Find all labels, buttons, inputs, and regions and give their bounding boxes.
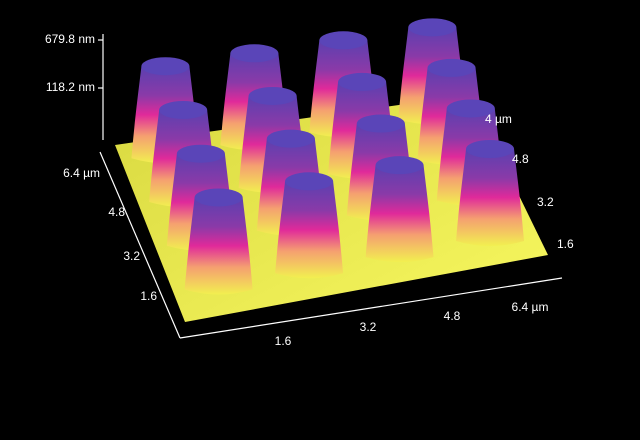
- axes: [98, 34, 563, 339]
- pillar-top: [176, 144, 225, 163]
- pillar-top: [159, 100, 208, 119]
- left-axis-label: 3.2: [123, 249, 140, 263]
- left-axis-label: 6.4 µm: [63, 166, 100, 180]
- bottom-axis-label: 3.2: [360, 320, 377, 334]
- pillar-top: [408, 18, 457, 37]
- pillar-top: [194, 188, 243, 207]
- pillar-top: [466, 140, 515, 159]
- pillar-top: [427, 58, 476, 77]
- bottom-axis-label: 4.8: [444, 309, 461, 323]
- left-axis-line: [99, 151, 181, 339]
- bottom-axis-label: 1.6: [275, 334, 292, 348]
- pillar-top: [248, 86, 297, 105]
- bottom-axis-line: [179, 277, 563, 339]
- pillar-top: [446, 99, 495, 118]
- surface: [115, 18, 548, 322]
- pillar: [275, 181, 344, 279]
- pillar-top: [338, 72, 387, 91]
- pillar-top: [141, 57, 190, 76]
- pillar: [365, 165, 434, 263]
- z-label: 118.2 nm: [46, 80, 95, 94]
- right-axis-label: 3.2: [537, 195, 554, 209]
- pillar-top: [356, 114, 405, 133]
- pillar: [184, 197, 253, 295]
- left-axis-label: 1.6: [140, 289, 157, 303]
- z-label: 679.8 nm: [45, 32, 95, 46]
- pillar-top: [230, 44, 279, 63]
- bottom-axis-label: 6.4 µm: [512, 300, 549, 314]
- right-axis-label: 4 µm: [485, 112, 512, 126]
- labels: 679.8 nm 118.2 nm 6.4 µm 4.8 3.2 1.6 1.6…: [45, 32, 574, 348]
- pillar-top: [319, 31, 368, 50]
- right-axis-label: 4.8: [512, 152, 529, 166]
- left-axis-label: 4.8: [108, 205, 125, 219]
- pillar-top: [285, 172, 334, 191]
- pillar-top: [375, 156, 424, 175]
- pillar-top: [266, 129, 315, 148]
- pillar: [456, 149, 525, 247]
- right-axis-label: 1.6: [557, 237, 574, 251]
